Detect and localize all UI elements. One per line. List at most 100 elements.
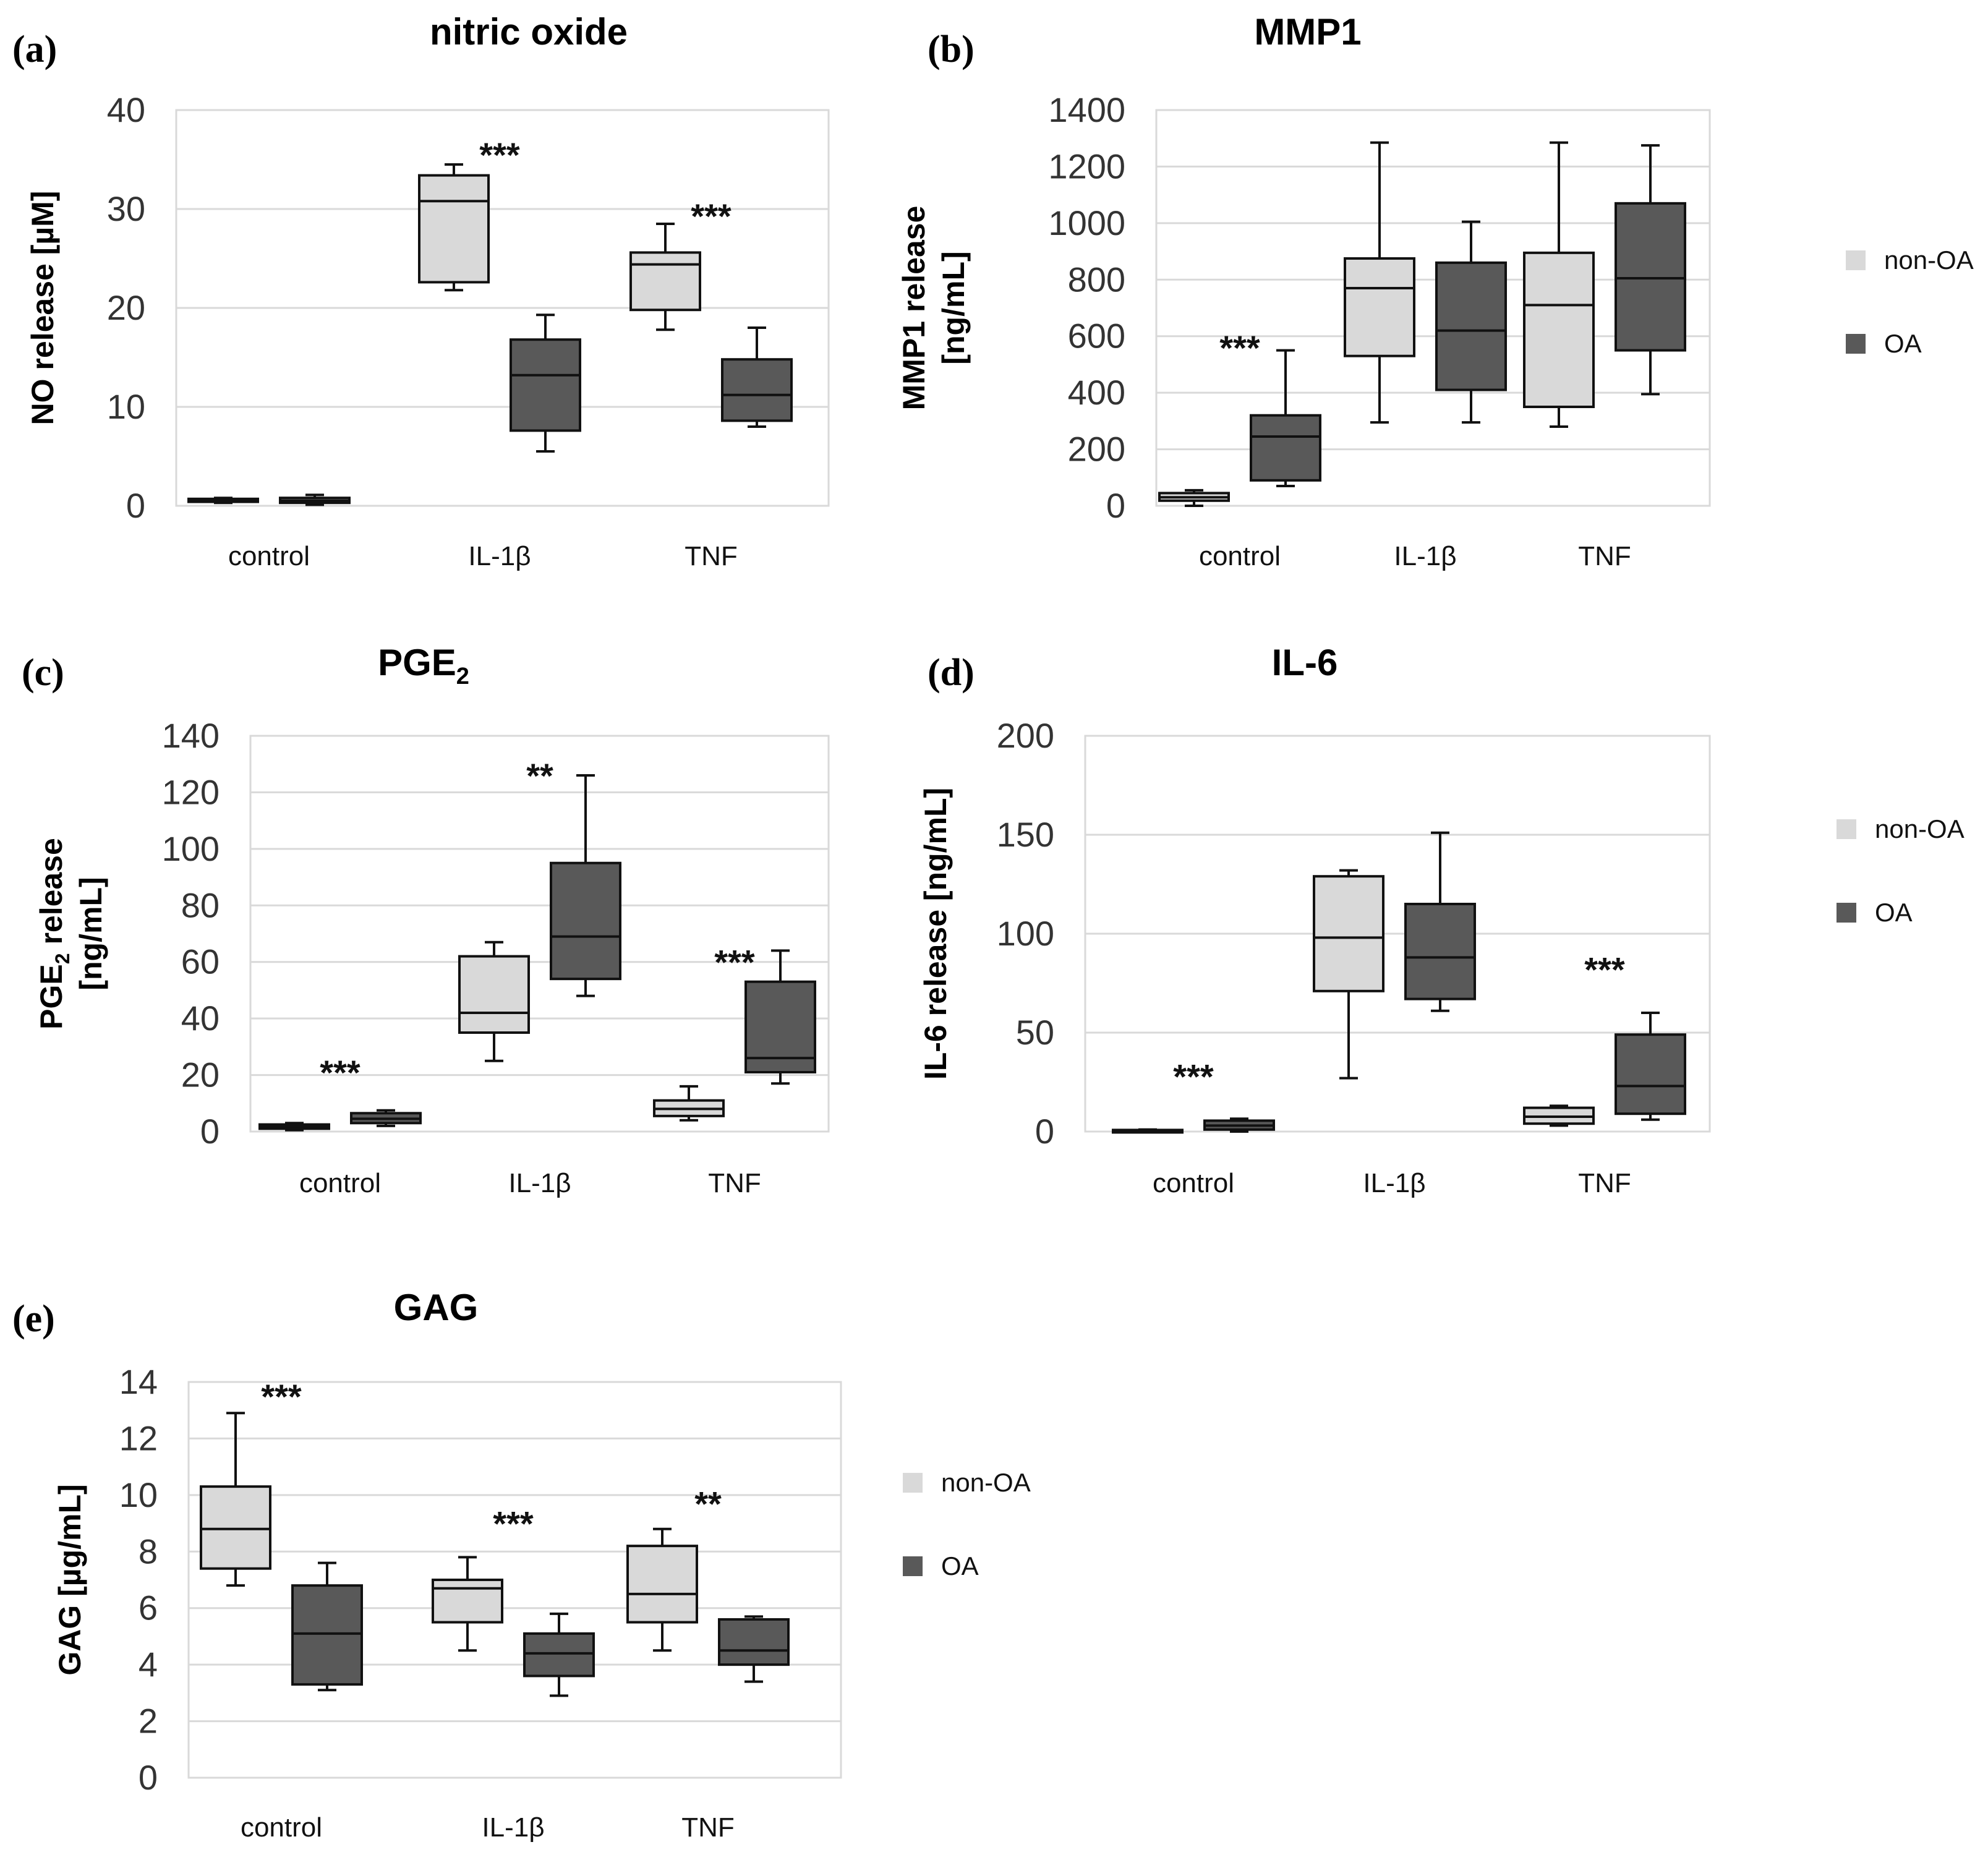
- significance-marker: ***: [1173, 1057, 1214, 1096]
- box-non-oa-control: [1112, 1128, 1184, 1134]
- legend-swatch-oa: [1837, 903, 1856, 923]
- box-non-oa-IL-1β: [1344, 141, 1415, 424]
- category-label: TNF: [1578, 541, 1631, 571]
- box-non-oa-TNF: [653, 1085, 725, 1122]
- box-iqr: [418, 174, 490, 284]
- box-non-oa-control: [258, 1122, 330, 1132]
- box-iqr: [721, 358, 793, 422]
- y-tick-label: 8: [139, 1532, 158, 1571]
- panel-label: (e): [12, 1298, 55, 1340]
- box-iqr: [458, 955, 530, 1034]
- y-tick-label: 10: [119, 1475, 158, 1514]
- y-axis-label-line: MMP1 release: [897, 206, 931, 411]
- significance-marker: **: [526, 756, 553, 795]
- box-non-oa-control: [200, 1412, 271, 1587]
- category-label: control: [228, 541, 310, 571]
- plot-area-frame: [187, 1381, 842, 1779]
- legend-label-oa: OA: [1875, 898, 1913, 927]
- legend-label-non-oa: non-OA: [1875, 814, 1965, 843]
- y-tick-label: 10: [107, 387, 145, 426]
- box-oa-TNF: [1615, 144, 1686, 396]
- y-tick-label: 0: [1106, 486, 1125, 525]
- legend-label-oa: OA: [1884, 329, 1922, 358]
- y-tick-label: 20: [107, 288, 145, 327]
- chart-panel-2: 0 200 400 600 800 1000 1200 1400 (b) MMP1 MMP1 rel…: [897, 11, 1974, 571]
- box-non-oa-IL-1β: [418, 163, 490, 292]
- category-label: TNF: [708, 1168, 761, 1198]
- legend-swatch-non-oa: [1846, 250, 1866, 270]
- chart-title: MMP1: [1254, 11, 1361, 53]
- y-axis-label-main: PGE: [34, 964, 69, 1030]
- legend: non-OA OA: [903, 1468, 1031, 1580]
- panel-label: (b): [928, 28, 975, 70]
- legend-swatch-non-oa: [1837, 819, 1856, 839]
- box-iqr: [550, 861, 621, 981]
- y-tick-label: 50: [1016, 1013, 1054, 1052]
- box-iqr: [1344, 257, 1415, 357]
- category-label: TNF: [685, 541, 738, 571]
- significance-marker: **: [694, 1485, 722, 1524]
- y-tick-label: 0: [200, 1112, 220, 1151]
- significance-marker: ***: [691, 197, 732, 236]
- box-iqr: [432, 1579, 503, 1624]
- legend-label-non-oa: non-OA: [941, 1468, 1031, 1497]
- box-oa-control: [279, 493, 351, 506]
- y-axis-label-line: GAG [µg/mL]: [53, 1484, 87, 1675]
- box-non-oa-IL-1β: [1313, 869, 1384, 1080]
- significance-marker: ***: [479, 135, 520, 174]
- y-axis-label-line: [ng/mL]: [74, 877, 108, 990]
- y-tick-label: 1400: [1048, 90, 1125, 129]
- panel-label: (a): [12, 28, 57, 70]
- box-non-oa-control: [187, 497, 259, 505]
- chart-title-subscript: 2: [456, 663, 469, 689]
- y-tick-label: 4: [139, 1645, 158, 1684]
- y-tick-label: 40: [181, 999, 220, 1038]
- category-label: IL-1β: [1363, 1168, 1425, 1198]
- box-non-oa-IL-1β: [458, 940, 530, 1062]
- y-tick-label: 6: [139, 1588, 158, 1627]
- legend: non-OA OA: [1837, 814, 1965, 927]
- box-non-oa-IL-1β: [432, 1556, 503, 1652]
- chart-title-main: PGE: [378, 642, 456, 683]
- legend: non-OA OA: [1846, 245, 1974, 358]
- box-oa-control: [291, 1561, 363, 1692]
- significance-marker: ***: [714, 943, 755, 982]
- box-non-oa-TNF: [629, 223, 701, 331]
- category-label: control: [1199, 541, 1281, 571]
- box-oa-IL-1β: [1404, 831, 1476, 1012]
- y-tick-label: 60: [181, 942, 220, 981]
- box-oa-TNF: [721, 326, 793, 428]
- chart-panel-4: 0 50 100 150 200 (d) IL-6 IL-6 release [ng/mL] c…: [918, 642, 1965, 1198]
- box-iqr: [200, 1485, 271, 1570]
- chart-title: IL-6: [1272, 642, 1338, 683]
- category-label: control: [299, 1168, 381, 1198]
- y-tick-label: 20: [181, 1055, 220, 1094]
- y-tick-label: 120: [162, 772, 220, 811]
- y-tick-label: 0: [139, 1758, 158, 1797]
- box-oa-IL-1β: [550, 774, 621, 997]
- legend-swatch-non-oa: [903, 1473, 923, 1493]
- category-label: TNF: [681, 1812, 735, 1843]
- box-iqr: [1615, 1033, 1686, 1115]
- box-iqr: [629, 251, 701, 312]
- category-label: control: [241, 1812, 322, 1843]
- box-iqr: [1404, 903, 1476, 1000]
- y-tick-label: 14: [119, 1362, 158, 1401]
- y-tick-label: 2: [139, 1702, 158, 1741]
- box-iqr: [626, 1545, 698, 1624]
- y-tick-label: 100: [997, 914, 1054, 953]
- legend-label-oa: OA: [941, 1551, 979, 1580]
- box-non-oa-control: [1158, 488, 1230, 507]
- significance-marker: ***: [1584, 950, 1625, 989]
- category-label: IL-1β: [1394, 541, 1456, 571]
- significance-marker: ***: [320, 1053, 360, 1092]
- box-iqr: [1435, 261, 1507, 391]
- category-label: IL-1β: [468, 541, 531, 571]
- legend-swatch-oa: [903, 1556, 923, 1576]
- box-oa-IL-1β: [1435, 220, 1507, 424]
- legend-label-non-oa: non-OA: [1884, 245, 1974, 275]
- chart-title: nitric oxide: [430, 11, 628, 53]
- panel-label: (c): [22, 652, 64, 694]
- category-label: TNF: [1578, 1168, 1631, 1198]
- y-axis-label-rest: release: [34, 838, 69, 953]
